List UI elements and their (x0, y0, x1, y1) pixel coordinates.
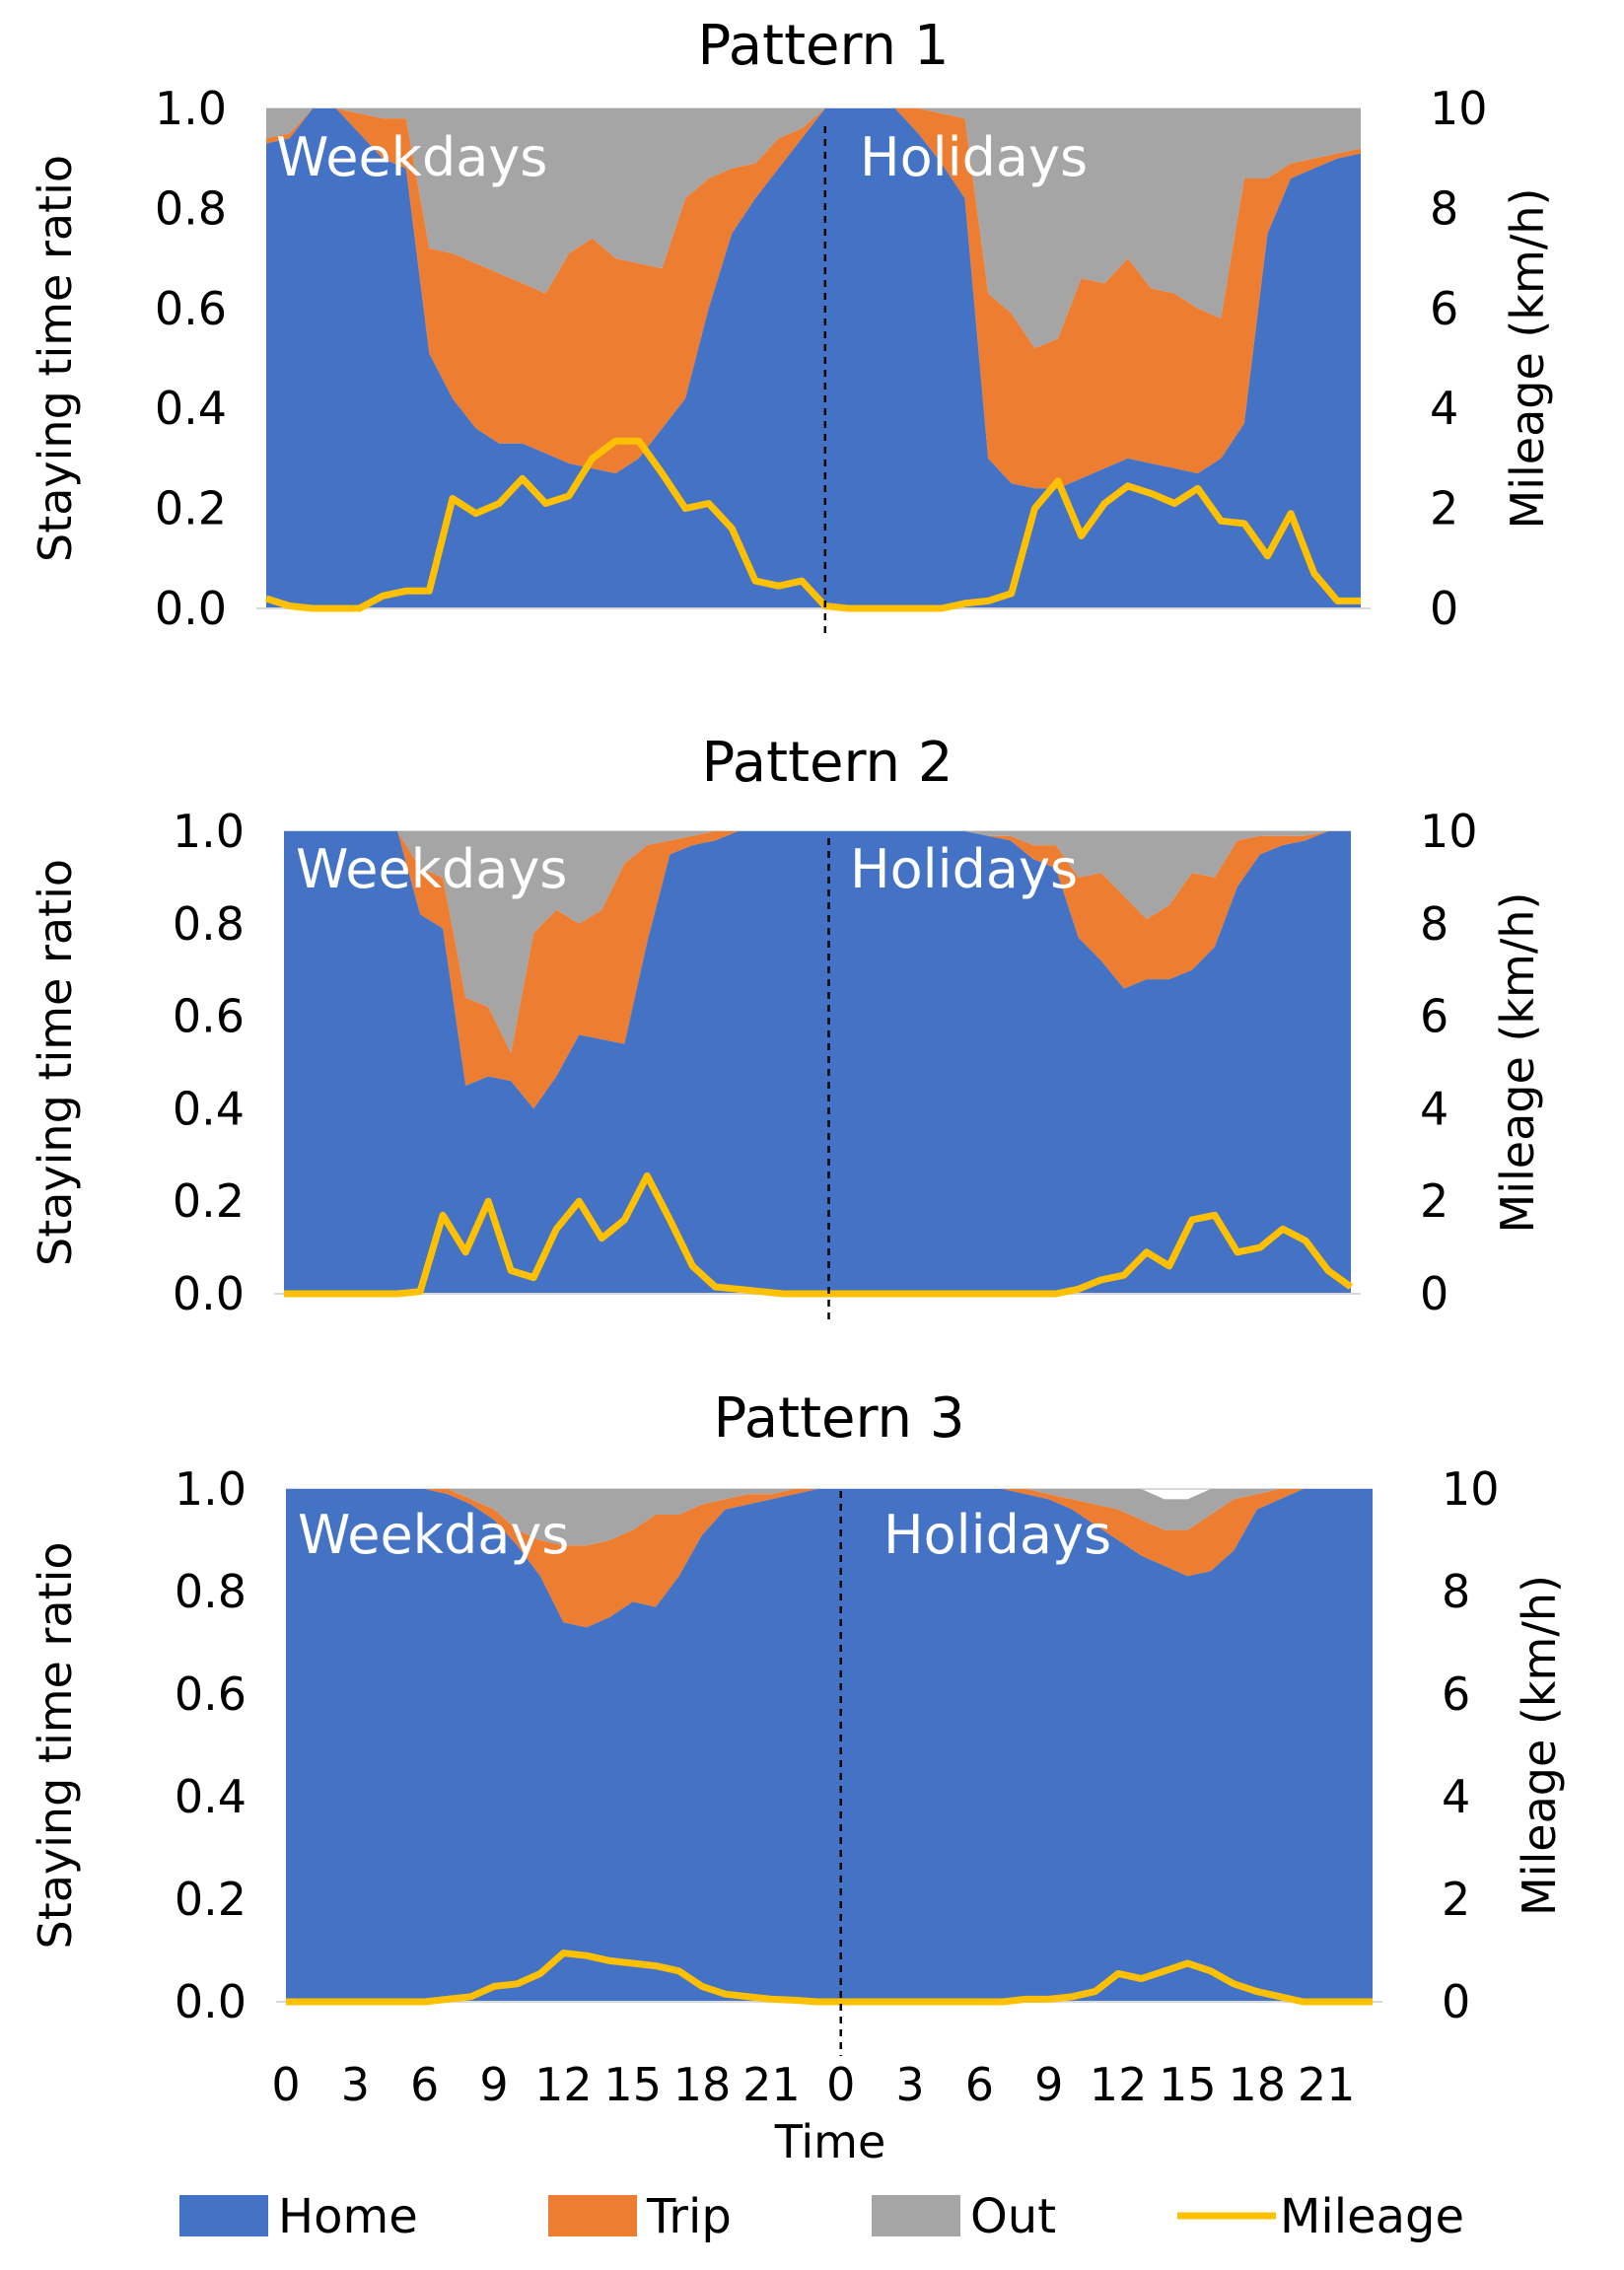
pattern-3-chart: Pattern 3 Weekdays Holidays 0.0 0.2 0.4 0.6 0.8… (29, 1386, 1566, 2056)
time-tick-label: 9 (1034, 2058, 1063, 2111)
legend-swatch (872, 2195, 960, 2236)
time-tick-label: 9 (479, 2058, 508, 2111)
trip-area (284, 831, 1351, 1109)
left-tick-label: 0.0 (173, 1267, 245, 1320)
right-tick-label: 6 (1430, 282, 1458, 335)
legend: Home Trip Out Mileage (179, 2189, 1464, 2244)
time-axis-title: Time (774, 2115, 886, 2168)
right-tick-label: 6 (1420, 990, 1448, 1043)
left-tick-label: 0.6 (155, 282, 227, 335)
left-tick-label: 0.4 (155, 382, 227, 435)
pattern-1-chart: Pattern 1 Weekdays Holidays 0.0 0.2 0.4 0.6 0.8… (29, 14, 1554, 639)
out-area (266, 108, 1361, 349)
time-tick-label: 3 (341, 2058, 370, 2111)
time-tick-label: 6 (410, 2058, 439, 2111)
weekdays-label: Weekdays (298, 1504, 569, 1566)
right-tick-label: 10 (1430, 82, 1488, 135)
mileage-line (286, 1950, 1373, 2006)
home-area (284, 831, 1351, 1294)
time-tick-label: 0 (826, 2058, 855, 2111)
legend-label: Out (970, 2189, 1056, 2244)
chart-title: Pattern 2 (702, 731, 953, 795)
right-tick-label: 0 (1442, 1975, 1470, 2028)
left-tick-label: 0.8 (173, 897, 245, 951)
time-tick-label: 21 (1298, 2058, 1356, 2111)
right-tick-label: 2 (1420, 1174, 1448, 1228)
right-tick-label: 0 (1420, 1267, 1448, 1320)
legend-label: Home (278, 2189, 418, 2244)
out-area (286, 1489, 1373, 1546)
holidays-label: Holidays (860, 126, 1088, 188)
left-tick-label: 0.8 (155, 181, 227, 235)
holidays-label: Holidays (850, 838, 1078, 900)
left-tick-label: 0.6 (173, 990, 245, 1043)
legend-item-mileage: Mileage (1177, 2189, 1464, 2244)
legend-item-out: Out (872, 2189, 1056, 2244)
right-axis-title: Mileage (km/h) (1491, 892, 1544, 1234)
left-tick-label: 0.0 (155, 582, 227, 635)
left-axis-title: Staying time ratio (29, 1541, 82, 1949)
chart-panels: Pattern 1 Weekdays Holidays 0.0 0.2 0.4 0.6 0.8… (29, 14, 1566, 2056)
weekdays-label: Weekdays (296, 838, 567, 900)
home-area (286, 1489, 1373, 2002)
right-tick-label: 2 (1430, 482, 1458, 535)
left-tick-label: 0.8 (175, 1565, 247, 1618)
time-tick-label: 18 (673, 2058, 732, 2111)
left-axis-title: Staying time ratio (29, 859, 82, 1266)
right-axis-title: Mileage (km/h) (1501, 188, 1554, 530)
right-tick-label: 8 (1430, 181, 1458, 235)
mileage-line (284, 1171, 1354, 1298)
right-tick-label: 2 (1442, 1873, 1470, 1926)
time-tick-label: 6 (965, 2058, 994, 2111)
legend-label: Trip (646, 2189, 732, 2244)
legend-label: Mileage (1280, 2189, 1464, 2244)
left-axis-title: Staying time ratio (29, 155, 82, 562)
left-tick-label: 1.0 (173, 805, 245, 858)
time-tick-label: 3 (895, 2058, 924, 2111)
left-tick-label: 1.0 (155, 82, 227, 135)
legend-swatch (179, 2195, 268, 2236)
left-tick-label: 0.2 (155, 482, 227, 535)
time-tick-label: 12 (534, 2058, 593, 2111)
right-tick-label: 4 (1420, 1082, 1448, 1135)
right-tick-label: 0 (1430, 582, 1458, 635)
out-area (284, 831, 1351, 1054)
weekdays-label: Weekdays (276, 126, 547, 188)
time-tick-label: 18 (1228, 2058, 1286, 2111)
left-tick-label: 0.2 (175, 1873, 247, 1926)
right-tick-label: 8 (1420, 897, 1448, 951)
legend-item-home: Home (179, 2189, 418, 2244)
left-tick-label: 0.4 (173, 1082, 245, 1135)
trip-area (286, 1489, 1373, 1628)
left-tick-label: 0.0 (175, 1975, 247, 2028)
mileage-line (264, 437, 1361, 612)
chart-title: Pattern 1 (698, 14, 950, 78)
right-tick-label: 10 (1442, 1462, 1500, 1516)
right-tick-label: 4 (1430, 382, 1458, 435)
right-tick-label: 10 (1420, 805, 1478, 858)
time-tick-label: 12 (1090, 2058, 1148, 2111)
right-tick-label: 8 (1442, 1565, 1470, 1618)
time-tick-label: 15 (1159, 2058, 1217, 2111)
chart-title: Pattern 3 (714, 1386, 965, 1451)
left-tick-label: 0.2 (173, 1174, 245, 1228)
time-tick-label: 21 (742, 2058, 801, 2111)
holidays-label: Holidays (883, 1504, 1111, 1566)
legend-swatch (548, 2195, 637, 2236)
home-area (266, 108, 1361, 608)
right-tick-label: 6 (1442, 1667, 1470, 1721)
left-tick-label: 0.6 (175, 1667, 247, 1721)
left-tick-label: 0.4 (175, 1770, 247, 1823)
left-tick-label: 1.0 (175, 1462, 247, 1516)
right-tick-label: 4 (1442, 1770, 1470, 1823)
time-tick-label: 0 (271, 2058, 300, 2111)
right-axis-title: Mileage (km/h) (1513, 1575, 1566, 1916)
pattern-2-chart: Pattern 2 Weekdays Holidays 0.0 0.2 0.4 0.6 0.8… (29, 731, 1544, 1321)
time-tick-label: 15 (603, 2058, 662, 2111)
legend-item-trip: Trip (548, 2189, 732, 2244)
trip-area (266, 108, 1361, 489)
